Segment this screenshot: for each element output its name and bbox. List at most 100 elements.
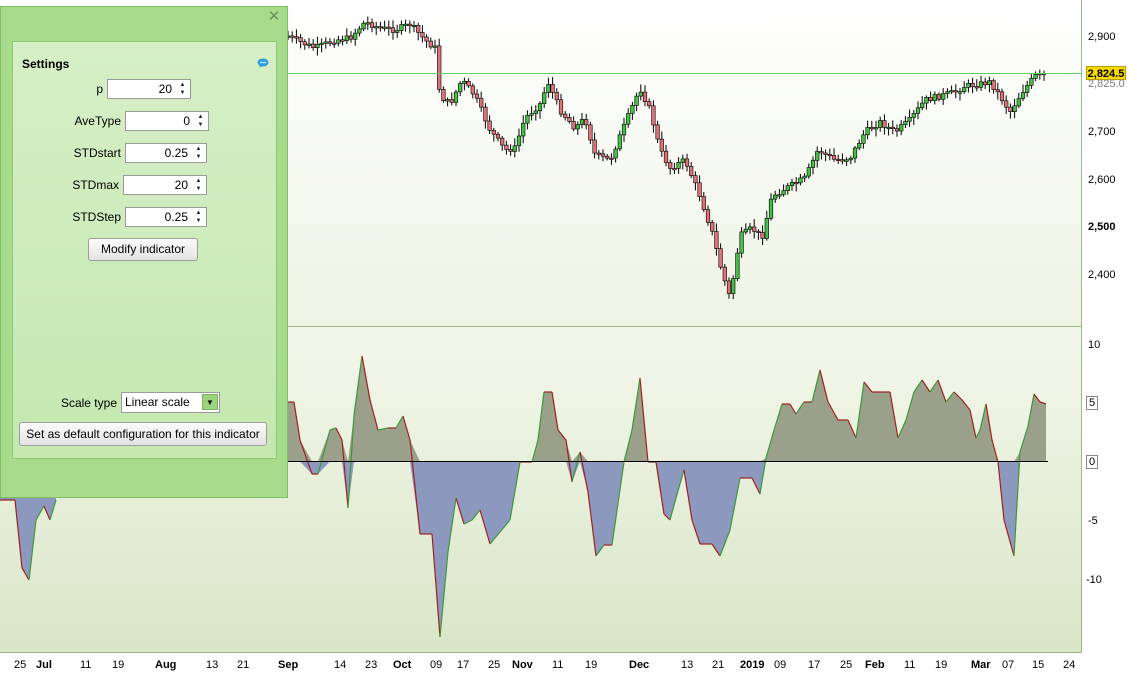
candle bbox=[533, 110, 538, 114]
spin-up-icon[interactable]: ▲ bbox=[195, 146, 202, 152]
candle bbox=[638, 91, 643, 97]
candle bbox=[479, 97, 484, 108]
settings-window[interactable]: ✕ Settings p ▲▼ AveType ▲▼ STDstart ▲▼ S… bbox=[0, 6, 288, 498]
spin-down-icon[interactable]: ▼ bbox=[195, 186, 202, 192]
candle bbox=[361, 22, 366, 30]
indicator-line bbox=[1027, 393, 1035, 427]
candle bbox=[458, 83, 463, 93]
help-icon[interactable] bbox=[257, 58, 269, 68]
param-stdstep-input[interactable] bbox=[128, 210, 206, 224]
param-stdstart-input[interactable] bbox=[128, 146, 206, 160]
indicator-line bbox=[855, 381, 865, 439]
spin-down-icon[interactable]: ▼ bbox=[197, 122, 204, 128]
indicator-line bbox=[985, 403, 993, 441]
candle bbox=[428, 40, 433, 48]
time-axis-label: 17 bbox=[808, 659, 821, 671]
indicator-line bbox=[21, 567, 30, 581]
indicator-line bbox=[669, 497, 677, 521]
candle bbox=[592, 139, 597, 154]
indicator-line bbox=[729, 477, 741, 531]
candle bbox=[651, 105, 656, 126]
indicator-line bbox=[14, 499, 23, 569]
candle bbox=[995, 89, 1000, 93]
indicator-line bbox=[751, 477, 761, 495]
set-default-config-button[interactable]: Set as default configuration for this in… bbox=[19, 422, 267, 446]
candle bbox=[453, 91, 459, 103]
spin-up-icon[interactable]: ▲ bbox=[195, 210, 202, 216]
spin-down-icon[interactable]: ▼ bbox=[195, 218, 202, 224]
indicator-line bbox=[773, 403, 783, 431]
candle bbox=[584, 119, 589, 126]
time-axis-label: 07 bbox=[1002, 659, 1015, 671]
candle bbox=[550, 84, 555, 93]
indicator-line bbox=[945, 391, 955, 403]
candle bbox=[609, 157, 614, 160]
spin-up-icon[interactable]: ▲ bbox=[179, 82, 186, 88]
indicator-line bbox=[369, 399, 379, 431]
param-stdstep-stepper[interactable]: ▲▼ bbox=[125, 207, 207, 227]
indicator-line bbox=[439, 551, 449, 638]
spin-up-icon[interactable]: ▲ bbox=[197, 114, 204, 120]
spin-down-icon[interactable]: ▼ bbox=[179, 90, 186, 96]
candle bbox=[546, 84, 551, 94]
indicator-line bbox=[979, 403, 987, 431]
param-p-input[interactable] bbox=[110, 82, 190, 96]
indicator-line bbox=[341, 439, 349, 509]
candle bbox=[374, 26, 379, 29]
candle bbox=[399, 24, 404, 31]
param-stdstart-stepper[interactable]: ▲▼ bbox=[125, 143, 207, 163]
time-axis-label: 09 bbox=[430, 659, 443, 671]
indicator-line bbox=[953, 391, 963, 401]
candle bbox=[382, 26, 387, 29]
candle bbox=[579, 119, 585, 125]
spin-up-icon[interactable]: ▲ bbox=[195, 178, 202, 184]
candle bbox=[441, 89, 446, 102]
indicator-line bbox=[377, 427, 389, 431]
candle bbox=[676, 162, 681, 169]
candle bbox=[378, 26, 383, 29]
indicator-line bbox=[623, 429, 633, 463]
indicator-line bbox=[811, 369, 821, 403]
candle bbox=[1029, 78, 1034, 86]
indicator-line bbox=[759, 457, 767, 495]
time-axis-label: Oct bbox=[393, 659, 412, 671]
candle bbox=[542, 92, 547, 105]
param-stdmax-stepper[interactable]: ▲▼ bbox=[123, 175, 207, 195]
candle bbox=[647, 101, 652, 107]
time-axis-label: 09 bbox=[774, 659, 787, 671]
settings-title: Settings bbox=[22, 57, 70, 71]
param-label-stdstart: STDstart bbox=[73, 146, 121, 160]
candle bbox=[348, 35, 354, 40]
indicator-line bbox=[35, 505, 45, 521]
spin-down-icon[interactable]: ▼ bbox=[195, 154, 202, 160]
candle bbox=[605, 155, 610, 159]
param-avetype-stepper[interactable]: ▲▼ bbox=[125, 111, 209, 131]
time-axis-label: 25 bbox=[488, 659, 501, 671]
param-avetype-input[interactable] bbox=[128, 114, 208, 128]
scale-type-select[interactable]: Linear scale ▼ bbox=[121, 392, 220, 413]
candle bbox=[743, 228, 748, 233]
indicator-line bbox=[975, 429, 981, 439]
candle bbox=[911, 113, 916, 118]
candle bbox=[416, 24, 421, 33]
candle bbox=[798, 177, 803, 184]
modify-indicator-button[interactable]: Modify indicator bbox=[88, 238, 198, 261]
candle bbox=[777, 194, 782, 197]
candle bbox=[588, 124, 593, 141]
indicator-line bbox=[921, 379, 931, 393]
candle bbox=[705, 209, 711, 223]
indicator-line bbox=[531, 439, 539, 463]
dropdown-arrow-icon[interactable]: ▼ bbox=[202, 394, 218, 410]
candle bbox=[878, 120, 883, 128]
param-p-stepper[interactable]: ▲▼ bbox=[107, 79, 191, 99]
indicator-line bbox=[719, 529, 731, 557]
price-tick: 2,600 bbox=[1088, 174, 1116, 186]
indicator-line bbox=[353, 355, 363, 416]
close-icon[interactable]: ✕ bbox=[267, 8, 281, 25]
indicator-line bbox=[571, 451, 581, 483]
candle bbox=[680, 158, 685, 163]
candle bbox=[386, 26, 391, 29]
param-stdmax-input[interactable] bbox=[126, 178, 206, 192]
indicator-line bbox=[863, 381, 873, 393]
candle bbox=[722, 266, 727, 282]
